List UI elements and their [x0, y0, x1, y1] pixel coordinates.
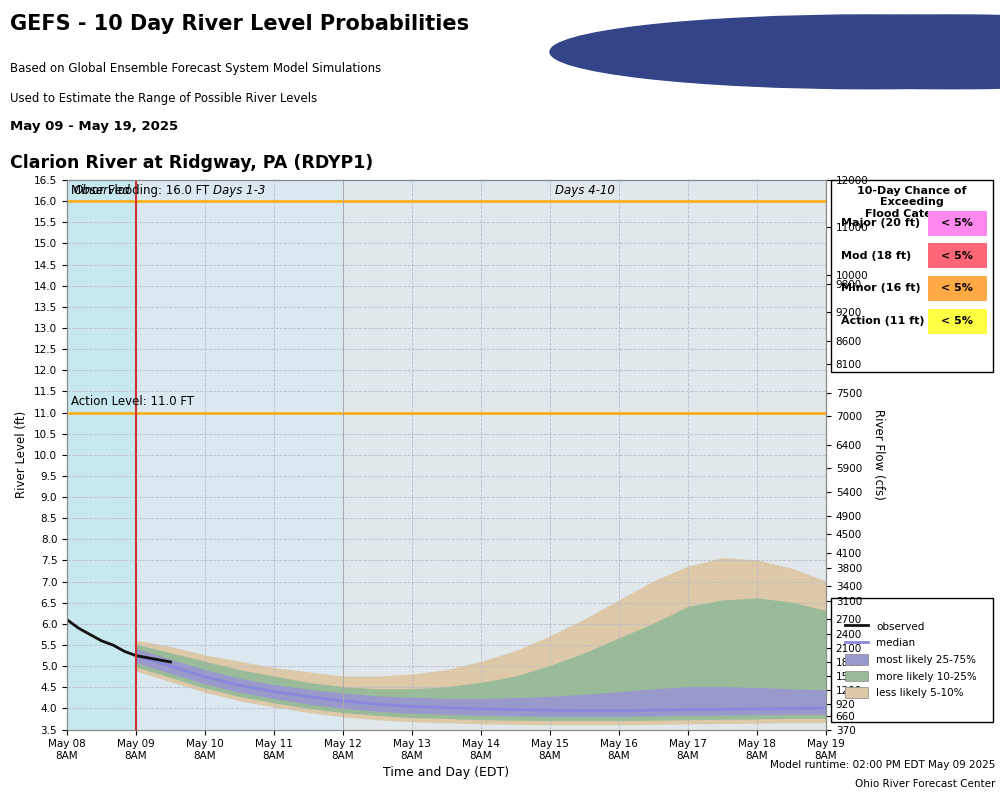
observed: [73, 623, 85, 633]
Text: Model runtime: 02:00 PM EDT May 09 2025: Model runtime: 02:00 PM EDT May 09 2025: [770, 760, 995, 770]
X-axis label: Time and Day (EDT): Time and Day (EDT): [383, 766, 510, 779]
observed: [107, 640, 119, 650]
Line: observed: observed: [67, 620, 170, 662]
observed: [118, 646, 130, 656]
observed: [84, 630, 96, 639]
Text: Days 1-3: Days 1-3: [213, 184, 266, 198]
Text: Days 4-10: Days 4-10: [555, 184, 614, 198]
Text: < 5%: < 5%: [941, 218, 973, 228]
Text: Action (11 ft): Action (11 ft): [841, 316, 924, 326]
observed: [164, 657, 176, 666]
Text: GEFS - 10 Day River Level Probabilities: GEFS - 10 Day River Level Probabilities: [10, 14, 469, 34]
Circle shape: [550, 15, 1000, 89]
Text: May 09 - May 19, 2025: May 09 - May 19, 2025: [10, 120, 178, 134]
observed: [130, 651, 142, 661]
FancyBboxPatch shape: [928, 243, 987, 268]
Bar: [136, 180, 343, 730]
Text: Ohio River Forecast Center: Ohio River Forecast Center: [855, 779, 995, 789]
FancyBboxPatch shape: [928, 309, 987, 334]
Text: < 5%: < 5%: [941, 283, 973, 294]
median: [647, 706, 659, 715]
Text: 10-Day Chance of
Exceeding
Flood Category: 10-Day Chance of Exceeding Flood Categor…: [857, 186, 967, 219]
median: [475, 704, 487, 714]
Line: median: median: [136, 656, 826, 710]
Text: Clarion River at Ridgway, PA (RDYP1): Clarion River at Ridgway, PA (RDYP1): [10, 154, 373, 172]
observed: [142, 653, 154, 662]
Text: Observed: Observed: [73, 184, 130, 198]
Bar: [343, 180, 826, 730]
observed: [96, 636, 108, 646]
median: [440, 703, 452, 713]
Bar: [67, 180, 136, 730]
Text: Action Level: 11.0 FT: Action Level: 11.0 FT: [71, 395, 194, 408]
median: [199, 672, 211, 682]
median: [785, 704, 797, 714]
Text: Used to Estimate the Range of Possible River Levels: Used to Estimate the Range of Possible R…: [10, 92, 317, 105]
median: [130, 651, 142, 661]
Text: Minor Flooding: 16.0 FT: Minor Flooding: 16.0 FT: [71, 184, 209, 197]
median: [751, 704, 763, 714]
Text: Based on Global Ensemble Forecast System Model Simulations: Based on Global Ensemble Forecast System…: [10, 62, 381, 75]
median: [302, 692, 314, 702]
median: [371, 699, 383, 709]
Circle shape: [630, 15, 1000, 89]
observed: [61, 615, 73, 625]
median: [682, 705, 694, 714]
FancyBboxPatch shape: [928, 210, 987, 236]
median: [544, 706, 556, 715]
median: [716, 705, 728, 714]
median: [164, 662, 176, 671]
observed: [153, 655, 165, 665]
median: [578, 706, 590, 715]
median: [509, 705, 521, 714]
Text: < 5%: < 5%: [941, 316, 973, 326]
Text: Minor (16 ft): Minor (16 ft): [841, 283, 920, 294]
median: [820, 703, 832, 713]
FancyBboxPatch shape: [928, 276, 987, 301]
Legend: observed, median, most likely 25-75%, more likely 10-25%, less likely 5-10%: observed, median, most likely 25-75%, mo…: [839, 616, 982, 703]
median: [233, 681, 245, 690]
median: [613, 706, 625, 715]
Text: < 5%: < 5%: [941, 251, 973, 261]
median: [337, 696, 349, 706]
Text: Major (20 ft): Major (20 ft): [841, 218, 920, 228]
Text: Mod (18 ft): Mod (18 ft): [841, 251, 911, 261]
median: [268, 686, 280, 696]
Y-axis label: River Level (ft): River Level (ft): [15, 411, 28, 498]
Y-axis label: River Flow (cfs): River Flow (cfs): [872, 410, 885, 500]
median: [406, 702, 418, 711]
